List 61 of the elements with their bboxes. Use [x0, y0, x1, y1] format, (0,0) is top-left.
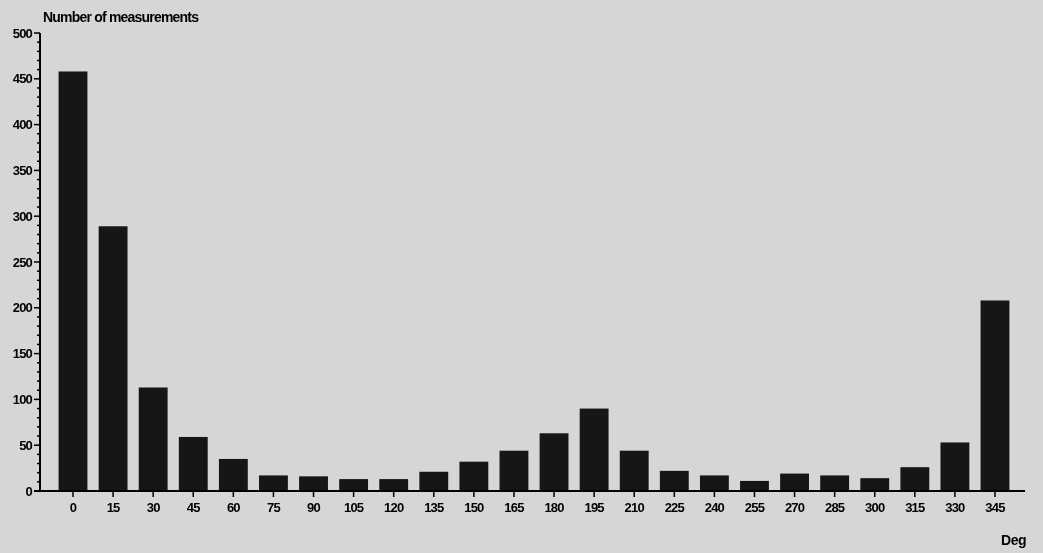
- bar: [379, 479, 409, 491]
- bar: [419, 471, 449, 491]
- x-tick-label: 45: [186, 500, 201, 515]
- x-tick-label: 75: [267, 500, 281, 515]
- x-tick-label: 255: [744, 500, 765, 515]
- x-tick-label: 135: [424, 500, 444, 515]
- x-tick-label: 210: [624, 500, 645, 515]
- x-tick-label: 90: [307, 500, 321, 515]
- bar: [579, 408, 609, 491]
- y-tick-label: 500: [12, 25, 33, 41]
- y-tick-label: 0: [25, 483, 33, 499]
- y-axis-title: Number of measurements: [43, 9, 200, 25]
- bar: [58, 71, 88, 491]
- bar: [940, 442, 970, 491]
- y-tick-label: 450: [12, 71, 33, 87]
- bar: [459, 461, 489, 491]
- bar: [619, 450, 649, 491]
- x-tick-label: 270: [784, 500, 805, 515]
- y-tick-label: 150: [12, 346, 33, 362]
- y-tick-label: 350: [12, 162, 33, 178]
- x-axis-title: Deg: [1001, 532, 1026, 548]
- x-tick-label: 165: [504, 500, 525, 515]
- y-tick-label: 250: [12, 254, 33, 270]
- bar: [980, 300, 1010, 491]
- bar: [860, 478, 890, 491]
- x-tick-label: 105: [343, 500, 364, 515]
- bar: [539, 433, 569, 491]
- bar: [339, 479, 369, 491]
- bar: [780, 473, 809, 491]
- bar: [900, 467, 930, 491]
- y-tick-label: 300: [12, 208, 33, 224]
- x-tick-label: 300: [865, 500, 885, 515]
- bar: [98, 226, 128, 491]
- bar: [659, 470, 689, 491]
- x-tick-label: 150: [464, 500, 485, 515]
- bar: [218, 458, 248, 491]
- bar: [178, 436, 208, 491]
- bar: [259, 475, 288, 491]
- x-tick-label: 240: [704, 500, 725, 515]
- x-tick-label: 0: [69, 500, 77, 515]
- y-tick-label: 400: [12, 117, 33, 133]
- x-tick-label: 15: [106, 500, 121, 515]
- bar: [820, 475, 850, 491]
- x-tick-label: 60: [226, 500, 241, 515]
- y-tick-label: 100: [12, 391, 33, 407]
- x-tick-label: 345: [985, 500, 1006, 515]
- x-tick-label: 120: [384, 500, 404, 515]
- x-tick-label: 225: [664, 500, 685, 515]
- x-tick-label: 330: [945, 500, 966, 515]
- x-tick-label: 30: [146, 500, 161, 515]
- bar: [499, 450, 529, 491]
- bar: [740, 480, 769, 491]
- bar: [299, 476, 328, 491]
- bar: [138, 387, 168, 491]
- bar: [699, 475, 729, 491]
- y-tick-label: 200: [12, 300, 33, 316]
- y-tick-label: 50: [19, 437, 33, 453]
- x-tick-label: 180: [544, 500, 565, 515]
- x-tick-label: 195: [584, 500, 605, 515]
- x-tick-label: 315: [905, 500, 926, 515]
- x-tick-label: 285: [825, 500, 845, 515]
